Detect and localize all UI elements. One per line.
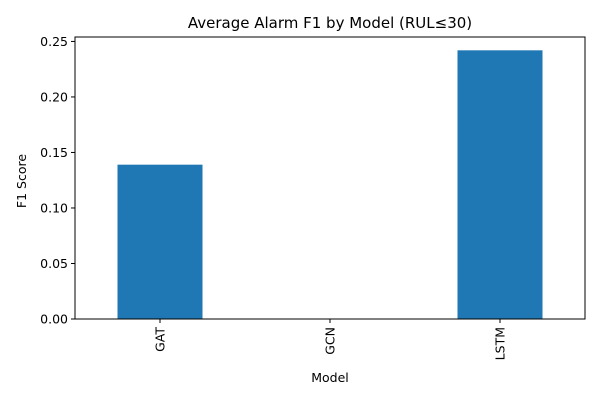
bars-group — [117, 50, 543, 319]
bar-gat — [117, 164, 203, 319]
y-tick-label: 0.25 — [40, 34, 68, 49]
y-axis-label: F1 Score — [14, 154, 29, 208]
x-tick-label-lstm: LSTM — [493, 327, 508, 360]
chart-title: Average Alarm F1 by Model (RUL≤30) — [188, 14, 472, 32]
x-ticks-group: GAT GCN LSTM — [153, 319, 508, 360]
y-tick-label: 0.15 — [40, 145, 68, 160]
x-axis-label: Model — [311, 370, 349, 385]
y-tick-label: 0.00 — [40, 312, 68, 327]
y-tick-label: 0.05 — [40, 256, 68, 271]
bar-lstm — [457, 50, 543, 319]
x-tick-label-gcn: GCN — [323, 327, 338, 355]
plot-frame — [74, 36, 586, 320]
x-tick-label-gat: GAT — [153, 327, 168, 352]
y-ticks-group: 0.00 0.05 0.10 0.15 0.20 0.25 — [40, 34, 75, 327]
y-tick-label: 0.20 — [40, 89, 68, 104]
y-tick-label: 0.10 — [40, 200, 68, 215]
